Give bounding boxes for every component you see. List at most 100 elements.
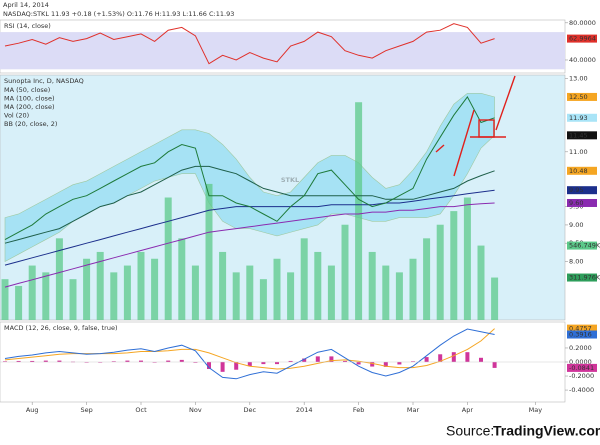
histogram-bar bbox=[302, 358, 307, 362]
header-date: April 14, 2014 bbox=[3, 1, 49, 9]
volume-bar bbox=[259, 279, 267, 320]
histogram-bar bbox=[492, 362, 497, 368]
price-tag-label: 9.60 bbox=[569, 199, 583, 207]
price-tag bbox=[567, 273, 597, 282]
legend-entry: Vol (20) bbox=[4, 112, 29, 120]
volume-bar bbox=[423, 238, 431, 320]
histogram-bar bbox=[152, 362, 157, 363]
price-tag bbox=[567, 198, 597, 207]
arrow-line bbox=[495, 75, 516, 131]
panes: RSI (14, close) 80.0000 40.0000 62.9964 STKL… bbox=[0, 19, 600, 414]
x-tick-label: Aug bbox=[26, 406, 39, 414]
volume-bar bbox=[341, 224, 349, 320]
x-tick-label: Nov bbox=[189, 406, 202, 414]
series-line bbox=[4, 165, 495, 244]
histogram-bar bbox=[261, 362, 266, 365]
volume-bar bbox=[395, 272, 403, 320]
histogram-bar bbox=[247, 362, 252, 367]
price-tag-label: -0.0841 bbox=[569, 364, 594, 372]
price-tag bbox=[567, 324, 597, 333]
volume-bar bbox=[219, 251, 227, 320]
volume-bar bbox=[246, 265, 254, 320]
histogram-bar bbox=[288, 360, 293, 362]
volume-bar bbox=[327, 265, 335, 320]
histogram-bar bbox=[30, 360, 35, 362]
y-tick-label: 0.0000 bbox=[569, 358, 592, 366]
volume-bar bbox=[123, 265, 131, 320]
trend-line bbox=[435, 144, 445, 153]
volume-bar bbox=[477, 245, 485, 320]
price-tag bbox=[567, 131, 597, 140]
price-tag-label: 11.93 bbox=[569, 114, 588, 122]
volume-bar bbox=[110, 272, 118, 320]
histogram-bar bbox=[3, 361, 7, 362]
histogram-bar bbox=[465, 352, 470, 362]
price-tag bbox=[567, 34, 597, 43]
volume-bar bbox=[69, 279, 77, 320]
series-line bbox=[4, 23, 495, 65]
price-tag bbox=[567, 241, 597, 250]
histogram-bar bbox=[98, 362, 103, 363]
histogram-bar bbox=[234, 362, 239, 370]
price-tag-label: 0.4757 bbox=[569, 325, 592, 333]
histogram-bar bbox=[275, 362, 279, 365]
histogram-bar bbox=[397, 362, 402, 365]
histogram-bar bbox=[139, 360, 143, 362]
volume-bar bbox=[368, 251, 376, 320]
source-name: TradingView.com bbox=[493, 423, 600, 439]
x-tick-label: Dec bbox=[244, 406, 257, 414]
volume-bar bbox=[287, 272, 295, 320]
y-tick-label: -0.4000 bbox=[569, 386, 594, 394]
histogram-bar bbox=[424, 357, 429, 362]
histogram-bar bbox=[207, 362, 211, 370]
volume-bar bbox=[1, 279, 9, 320]
price-tag bbox=[567, 363, 597, 372]
histogram-bar bbox=[111, 361, 116, 362]
histogram-bar bbox=[193, 362, 198, 363]
price-tag bbox=[567, 92, 597, 101]
price-tag-label: 9.95 bbox=[569, 186, 583, 194]
price-tag-label: 10.48 bbox=[569, 167, 588, 175]
x-tick-label: Apr bbox=[462, 406, 474, 414]
volume-bar bbox=[42, 272, 50, 320]
volume-bar bbox=[409, 258, 417, 320]
volume-bar bbox=[55, 238, 63, 320]
price-tag-label: 12.50 bbox=[569, 93, 588, 101]
volume-bar bbox=[491, 277, 499, 320]
price-tag-label: 62.9964 bbox=[569, 35, 596, 43]
y-tick-label: 13.00 bbox=[569, 75, 588, 83]
histogram-bar bbox=[356, 362, 361, 365]
source-label: Source: bbox=[446, 423, 494, 439]
price-tag bbox=[567, 166, 597, 175]
histogram-bar bbox=[125, 360, 130, 362]
y-tick-label: 8.00 bbox=[569, 257, 583, 265]
price-tag-label: 11.45 bbox=[569, 131, 588, 139]
y-tick-label: 80.0000 bbox=[569, 19, 596, 27]
histogram-bar bbox=[166, 360, 171, 362]
price-tag bbox=[567, 186, 597, 195]
volume-bar bbox=[450, 211, 458, 320]
volume-bar bbox=[300, 238, 308, 320]
volume-bar bbox=[137, 251, 145, 320]
series-line bbox=[4, 328, 495, 380]
histogram-bar bbox=[479, 357, 483, 362]
pane-title: MACD (12, 26, close, 9, false, true) bbox=[4, 324, 118, 332]
rsi-band bbox=[0, 32, 565, 70]
histogram-bar bbox=[220, 362, 225, 372]
volume-bar bbox=[382, 265, 390, 320]
histogram-bar bbox=[411, 361, 415, 362]
x-tick-label: Feb bbox=[353, 406, 365, 414]
volume-bar bbox=[151, 258, 159, 320]
volume-bar bbox=[314, 251, 322, 320]
pane-title: Sunopta Inc, D, NASDAQ bbox=[4, 77, 84, 85]
x-tick-label: Mar bbox=[407, 406, 420, 414]
pane-title: RSI (14, close) bbox=[4, 22, 51, 30]
histogram-bar bbox=[451, 352, 456, 362]
price-tag-label: 311.976K bbox=[569, 274, 600, 282]
histogram-bar bbox=[315, 356, 320, 362]
volume-bar bbox=[273, 258, 281, 320]
x-tick-label: 2014 bbox=[296, 406, 313, 414]
y-tick-label: 9.00 bbox=[569, 221, 583, 229]
